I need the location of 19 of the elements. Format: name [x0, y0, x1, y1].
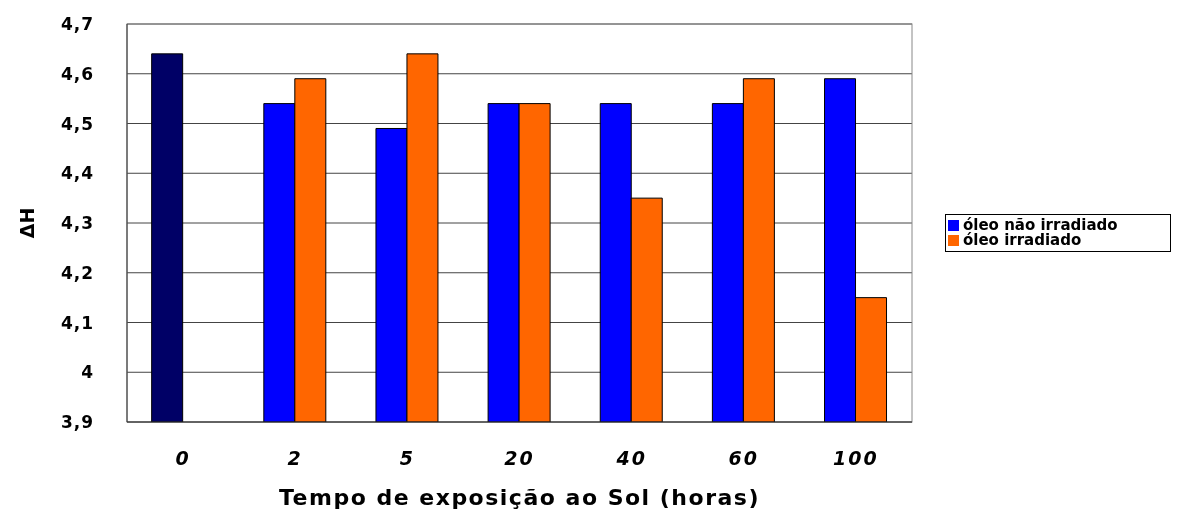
y-tick-label: 4,3: [60, 213, 94, 234]
y-tick-label: 4,7: [60, 14, 94, 35]
x-tick-label: 20: [504, 447, 535, 470]
x-tick-label: 2: [287, 447, 303, 470]
y-tick-label: 3,9: [60, 412, 94, 433]
legend-label: óleo irradiado: [963, 231, 1082, 249]
x-axis-title: Tempo de exposição ao Sol (horas): [278, 484, 761, 510]
y-tick-label: 4: [81, 362, 94, 383]
y-tick-label: 4,4: [60, 163, 94, 184]
y-tick-label: 4,1: [60, 312, 94, 333]
y-tick-label: 4,2: [60, 262, 94, 283]
x-tick-label: 40: [615, 447, 647, 470]
x-tick-label: 100: [833, 447, 879, 470]
x-tick-label: 0: [175, 447, 191, 470]
y-axis-title: ΔH: [16, 207, 38, 239]
y-tick-label: 4,5: [60, 113, 94, 134]
x-tick-label: 5: [399, 447, 415, 470]
x-tick-label: 60: [728, 447, 760, 470]
y-tick-label: 4,6: [60, 63, 94, 84]
